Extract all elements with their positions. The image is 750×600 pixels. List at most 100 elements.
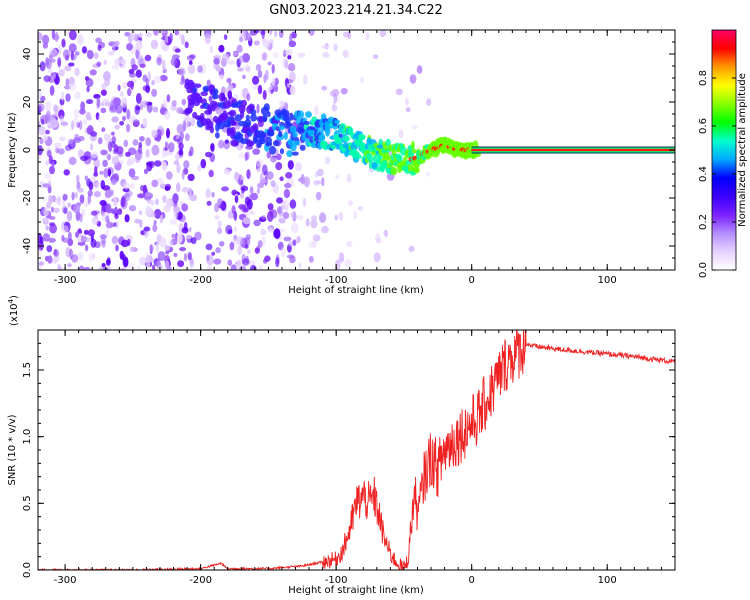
spectrogram-noise-blob: [267, 61, 272, 66]
spectrogram-noise-blob: [247, 249, 251, 255]
spectrogram-noise-blob: [373, 252, 381, 263]
spectrogram-noise-blob: [183, 160, 190, 170]
spectrogram-noise-blob: [111, 235, 119, 245]
spectral-ridge-blob: [211, 93, 220, 100]
spectrogram-noise-blob: [49, 116, 57, 127]
spectrogram-noise-blob: [123, 139, 129, 148]
spectrogram-noise-blob: [89, 176, 96, 183]
spectral-ridge-blob: [212, 88, 219, 95]
spectrogram-noise-blob: [187, 64, 196, 74]
spectrogram-noise-blob: [93, 94, 101, 99]
spectrogram-noise-blob: [94, 182, 99, 189]
spectrogram-noise-blob: [379, 30, 387, 37]
spectrogram-noise-blob: [111, 179, 117, 185]
spectrogram-noise-blob: [143, 168, 149, 175]
snr-frame: [37, 329, 676, 571]
spectrogram-noise-blob: [79, 108, 86, 115]
spectral-ridge-blob: [211, 104, 216, 112]
spectrogram-noise-blob: [63, 169, 70, 176]
spectrogram-noise-blob: [146, 260, 151, 268]
spectrogram-noise-blob: [229, 241, 235, 251]
spectrogram-noise-blob: [290, 211, 297, 219]
spectrogram-noise-blob: [112, 197, 120, 205]
spectrogram-noise-blob: [245, 66, 251, 73]
spectral-ridge-blob: [283, 131, 288, 140]
spectrogram-noise-blob: [237, 235, 243, 246]
spectrogram-noise-blob: [346, 240, 353, 248]
spectrogram-noise-blob: [353, 210, 358, 219]
spectrogram-noise-blob: [121, 97, 128, 107]
spectrogram-noise-blob: [263, 74, 267, 84]
spectrogram-noise-blob: [112, 43, 116, 53]
spectrogram-noise-blob: [139, 54, 143, 63]
spectrogram-noise-blob: [208, 96, 212, 103]
snr-x-tick-label: 0: [469, 575, 475, 586]
spectrogram-noise-blob: [159, 236, 167, 248]
spectrogram-noise-blob: [338, 252, 345, 263]
spectrogram-noise-blob: [135, 48, 140, 60]
spectrogram-noise-blob: [76, 181, 81, 190]
spectrogram-noise-blob: [73, 137, 81, 144]
spectrogram-noise-blob: [174, 48, 181, 53]
spectrogram-noise-blob: [297, 177, 305, 183]
spectrogram-noise-blob: [184, 252, 187, 262]
spectrogram-noise-blob: [134, 218, 141, 224]
spectrogram-noise-blob: [115, 146, 124, 155]
spectrogram-noise-blob: [278, 210, 285, 217]
spectrogram-noise-blob: [54, 108, 59, 119]
spectral-ridge-blob: [292, 131, 298, 138]
spectrogram-noise-blob: [174, 153, 180, 160]
spectral-ridge-blob: [390, 166, 398, 176]
spectrogram-noise-blob: [189, 258, 195, 268]
spectrogram-noise-blob: [138, 210, 143, 215]
spectrogram-noise-blob: [177, 260, 185, 268]
spectrogram-noise-blob: [170, 218, 178, 225]
spectrogram-noise-blob: [183, 221, 188, 232]
spectrogram-noise-blob: [76, 174, 80, 184]
spectral-ridge-blob: [238, 105, 246, 113]
spectrogram-noise-blob: [106, 153, 112, 161]
spectrogram-noise-blob: [163, 110, 171, 120]
spectrogram-noise-blob: [139, 219, 143, 229]
spectrogram-noise-blob: [310, 219, 318, 229]
spectrogram-noise-blob: [308, 241, 316, 248]
spectrogram-noise-blob: [234, 195, 239, 204]
spectrogram-noise-blob: [51, 195, 56, 203]
spectrogram-y-axis-label: Frequency (Hz): [7, 112, 18, 188]
spectral-ridge-blob: [325, 127, 330, 137]
spectrogram-noise-blob: [108, 141, 113, 152]
spectrogram-noise-blob: [238, 55, 244, 64]
spectral-ridge-blob: [305, 111, 312, 118]
spectrogram-noise-blob: [189, 60, 193, 66]
spectrogram-noise-blob: [72, 203, 81, 214]
spectrogram-x-tick-label: 100: [598, 275, 617, 286]
spectrogram-noise-blob: [227, 60, 236, 65]
spectrogram-noise-blob: [158, 265, 164, 269]
spectrogram-noise-blob: [130, 80, 134, 91]
spectrogram-noise-blob: [120, 91, 124, 97]
spectrogram-noise-blob: [155, 198, 159, 205]
spectrogram-noise-blob: [314, 105, 319, 116]
spectral-ridge-blob: [244, 118, 252, 128]
spectrogram-noise-blob: [119, 250, 125, 260]
spectrogram-noise-blob: [119, 121, 124, 126]
spectrogram-noise-blob: [289, 199, 297, 209]
spectrogram-noise-blob: [222, 53, 230, 62]
spectrogram-noise-blob: [45, 225, 49, 231]
spectrogram-noise-blob: [245, 151, 250, 160]
spectrogram-noise-blob: [176, 182, 181, 193]
spectrogram-noise-blob: [292, 239, 297, 246]
spectral-ridge-blob: [303, 120, 310, 125]
spectrogram-noise-blob: [322, 51, 330, 59]
spectrogram-noise-blob: [117, 84, 121, 92]
spectrogram-noise-blob: [95, 37, 102, 44]
spectral-ridge-blob: [279, 148, 285, 155]
spectrogram-noise-blob: [105, 221, 114, 229]
spectrogram-noise-blob: [233, 226, 238, 232]
spectrogram-noise-blob: [273, 228, 280, 239]
spectrogram-noise-blob: [57, 264, 61, 270]
spectrogram-noise-blob: [146, 161, 153, 172]
spectrogram-noise-blob: [39, 61, 46, 72]
spectrogram-noise-blob: [135, 69, 142, 78]
snr-series: [38, 330, 675, 570]
